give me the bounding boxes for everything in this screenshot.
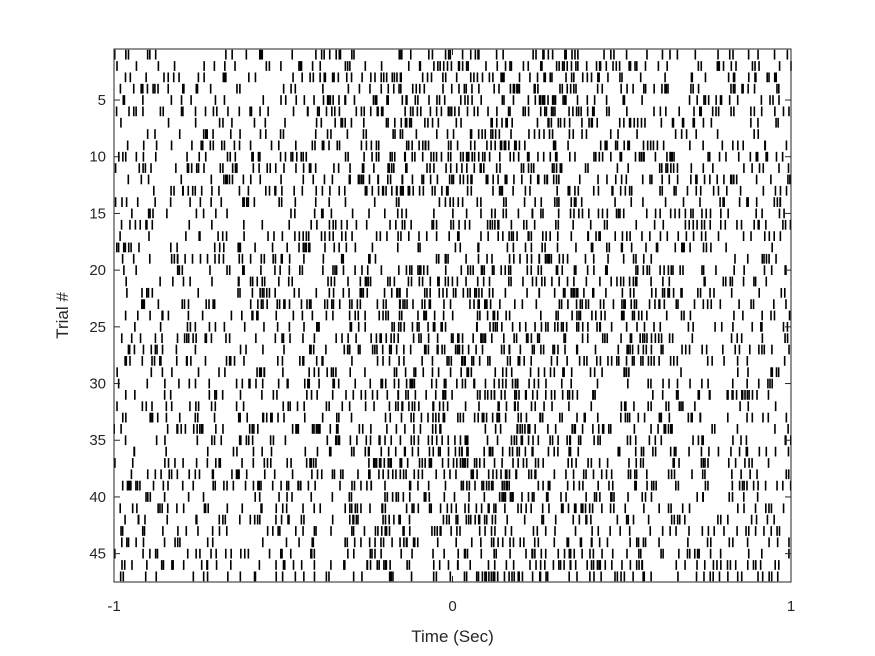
y-tick-label: 15 [89, 205, 106, 222]
y-axis-label: Trial # [53, 292, 72, 339]
x-axis-ticks: -1 0 1 [107, 49, 795, 615]
y-tick-label: 5 [98, 92, 106, 109]
x-tick-label: -1 [107, 598, 120, 615]
y-tick-label: 45 [89, 546, 106, 563]
y-tick-label: 40 [89, 489, 106, 506]
x-axis-label: Time (Sec) [411, 627, 494, 646]
y-tick-label: 25 [89, 319, 106, 336]
y-tick-label: 10 [89, 149, 106, 166]
spike-marks [113, 49, 792, 582]
y-tick-label: 30 [89, 376, 106, 393]
y-axis-ticks: 5 10 15 20 25 30 35 40 45 [89, 92, 791, 563]
y-tick-label: 20 [89, 262, 106, 279]
y-tick-label: 35 [89, 432, 106, 449]
x-tick-label: 1 [787, 598, 795, 615]
x-tick-label: 0 [448, 598, 456, 615]
